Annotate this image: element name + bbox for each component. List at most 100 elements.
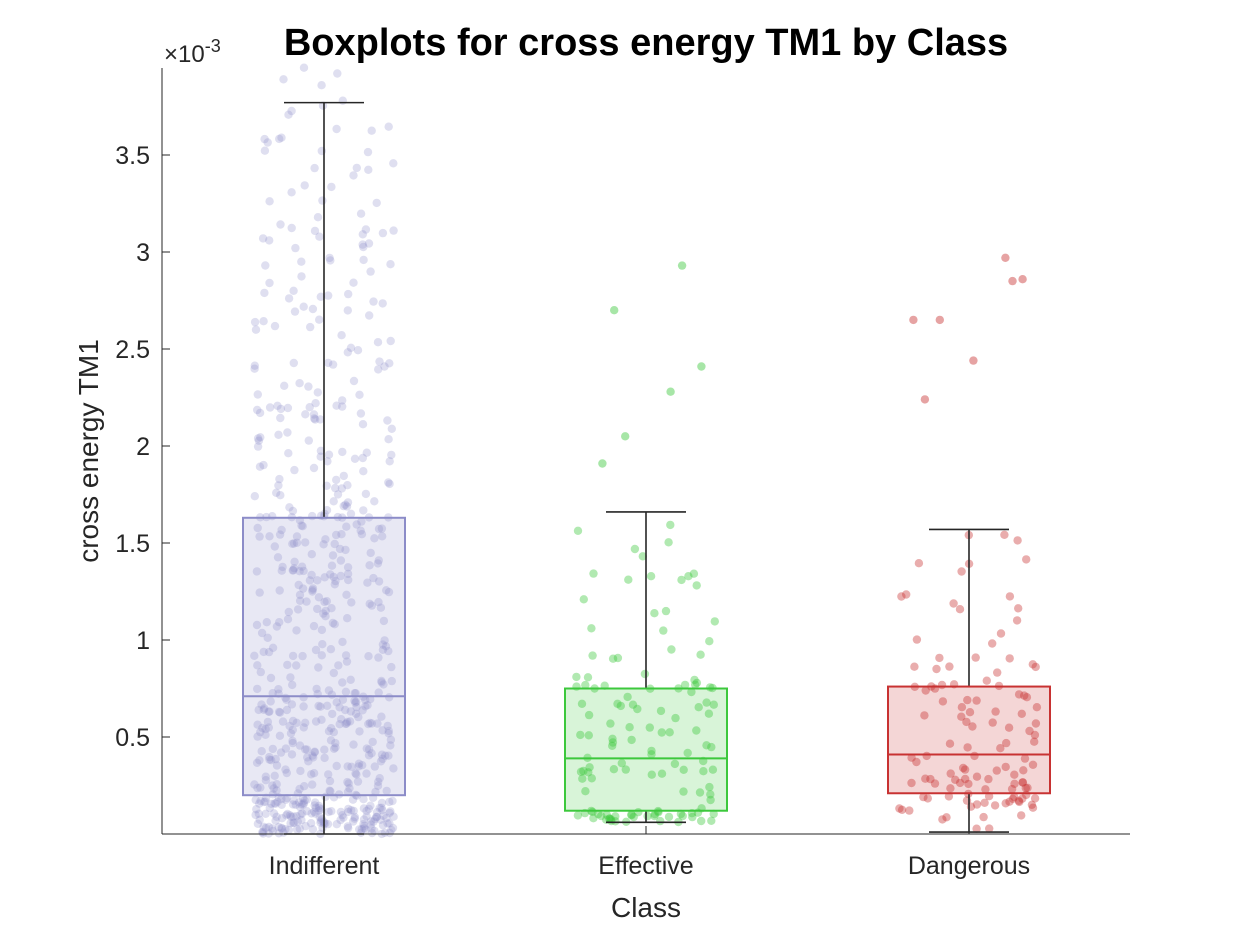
indifferent-point bbox=[310, 414, 319, 423]
effective-point bbox=[647, 770, 656, 779]
chart-title: Boxplots for cross energy TM1 by Class bbox=[284, 22, 1008, 64]
indifferent-point bbox=[369, 817, 378, 826]
indifferent-point bbox=[324, 727, 334, 736]
indifferent-point bbox=[308, 585, 317, 595]
indifferent-point bbox=[343, 777, 352, 787]
indifferent-point bbox=[283, 809, 292, 819]
indifferent-point bbox=[332, 530, 341, 540]
indifferent-point bbox=[358, 453, 367, 463]
indifferent-point bbox=[346, 675, 355, 684]
effective-point bbox=[710, 617, 719, 626]
indifferent-point bbox=[286, 812, 296, 821]
dangerous-point bbox=[982, 676, 991, 685]
indifferent-point bbox=[258, 723, 267, 733]
indifferent-point bbox=[282, 768, 291, 778]
indifferent-point bbox=[374, 556, 383, 565]
indifferent-point bbox=[282, 695, 291, 704]
indifferent-point bbox=[385, 808, 394, 818]
y-tick-label: 2.5 bbox=[115, 336, 150, 364]
dangerous-point bbox=[930, 779, 940, 788]
y-axis-label: cross energy TM1 bbox=[73, 339, 104, 563]
indifferent-point bbox=[351, 769, 360, 778]
dangerous-outlier-point bbox=[969, 356, 978, 365]
indifferent-point bbox=[264, 707, 273, 716]
effective-point bbox=[664, 538, 673, 547]
dangerous-point bbox=[957, 712, 966, 721]
indifferent-point bbox=[343, 787, 353, 797]
indifferent-point bbox=[362, 744, 371, 753]
indifferent-point bbox=[316, 816, 326, 825]
indifferent-point bbox=[257, 628, 267, 638]
effective-point bbox=[647, 750, 656, 759]
indifferent-point bbox=[331, 743, 340, 752]
effective-point bbox=[613, 699, 622, 708]
indifferent-point bbox=[311, 415, 320, 424]
indifferent-point bbox=[292, 825, 302, 834]
indifferent-point bbox=[310, 801, 319, 810]
effective-point bbox=[647, 746, 656, 756]
dangerous-point bbox=[972, 772, 982, 781]
effective-point bbox=[589, 814, 598, 823]
indifferent-point bbox=[324, 358, 333, 368]
indifferent-point bbox=[356, 526, 365, 535]
indifferent-point bbox=[326, 256, 335, 265]
indifferent-point bbox=[384, 435, 393, 444]
dangerous-point bbox=[946, 784, 955, 793]
indifferent-point bbox=[376, 603, 386, 612]
indifferent-point bbox=[274, 430, 283, 439]
indifferent-point bbox=[314, 806, 323, 815]
effective-point bbox=[583, 673, 593, 682]
indifferent-point bbox=[308, 587, 317, 596]
indifferent-point bbox=[294, 798, 304, 807]
indifferent-point bbox=[354, 712, 363, 722]
dangerous-point bbox=[1017, 811, 1026, 820]
indifferent-point bbox=[352, 770, 361, 779]
indifferent-point bbox=[341, 719, 350, 729]
indifferent-point bbox=[298, 522, 307, 531]
indifferent-point bbox=[337, 530, 346, 539]
indifferent-point bbox=[299, 702, 308, 711]
indifferent-point bbox=[259, 460, 268, 470]
dangerous-point bbox=[938, 815, 947, 824]
indifferent-point bbox=[307, 770, 316, 779]
dangerous-point bbox=[938, 697, 948, 706]
indifferent-point bbox=[332, 475, 341, 485]
effective-point bbox=[579, 595, 588, 604]
indifferent-point bbox=[305, 403, 314, 412]
indifferent-point bbox=[369, 573, 378, 583]
indifferent-point bbox=[347, 598, 356, 607]
indifferent-point bbox=[269, 809, 279, 818]
y-exponent-base: ×10 bbox=[164, 41, 205, 68]
dangerous-point bbox=[920, 711, 929, 720]
indifferent-point bbox=[329, 744, 339, 753]
dangerous-point bbox=[988, 639, 997, 648]
dangerous-point bbox=[963, 695, 972, 705]
effective-point bbox=[611, 812, 620, 821]
indifferent-point bbox=[250, 780, 259, 789]
indifferent-point bbox=[337, 484, 347, 493]
indifferent-point bbox=[323, 457, 332, 466]
indifferent-point bbox=[382, 586, 391, 595]
indifferent-point bbox=[343, 481, 352, 490]
indifferent-point bbox=[367, 824, 376, 833]
indifferent-point bbox=[362, 448, 371, 457]
indifferent-point bbox=[356, 828, 366, 837]
effective-point bbox=[706, 790, 715, 799]
effective-outlier-point bbox=[598, 459, 607, 468]
indifferent-point bbox=[252, 620, 262, 630]
indifferent-point bbox=[341, 651, 351, 660]
indifferent-point bbox=[261, 776, 271, 785]
indifferent-point bbox=[322, 506, 332, 515]
dangerous-point bbox=[1018, 778, 1028, 787]
indifferent-point bbox=[320, 753, 329, 763]
indifferent-point bbox=[250, 317, 260, 327]
y-tick-label: 1 bbox=[136, 627, 150, 655]
indifferent-point bbox=[364, 719, 373, 729]
indifferent-point bbox=[290, 307, 300, 316]
indifferent-point bbox=[275, 708, 285, 717]
indifferent-point bbox=[386, 336, 395, 346]
indifferent-point bbox=[352, 520, 361, 529]
effective-point bbox=[616, 701, 625, 711]
indifferent-point bbox=[328, 551, 338, 560]
effective-point bbox=[605, 814, 614, 823]
